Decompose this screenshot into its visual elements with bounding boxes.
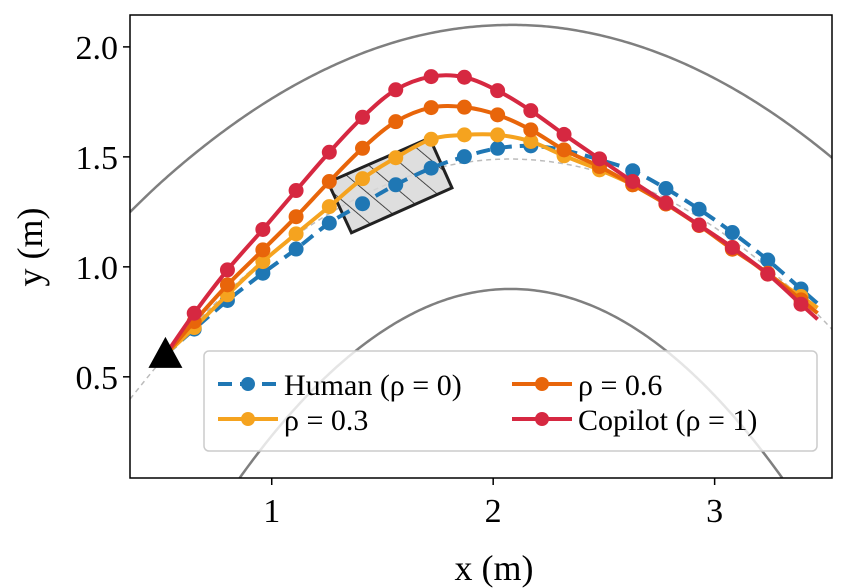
y-tick-label: 1.0 xyxy=(76,250,119,287)
data-point xyxy=(423,100,439,116)
data-point xyxy=(219,262,235,278)
data-point xyxy=(691,217,707,233)
data-point xyxy=(255,221,271,237)
data-point xyxy=(388,114,404,130)
data-point xyxy=(793,296,809,312)
legend-label: Copilot (ρ = 1) xyxy=(578,404,757,437)
data-point xyxy=(760,266,776,282)
data-point xyxy=(523,103,539,119)
data-point xyxy=(388,177,404,193)
legend-entry: Human (ρ = 0) xyxy=(218,369,462,402)
data-point xyxy=(724,239,740,255)
data-point xyxy=(456,149,472,165)
data-point xyxy=(591,151,607,167)
data-point xyxy=(355,196,371,212)
data-point xyxy=(321,174,337,190)
data-point xyxy=(523,122,539,138)
axis-ticks: 1 2 3 0.5 1.0 1.5 2.0 xyxy=(76,30,724,530)
x-axis-label: x (m) xyxy=(455,548,534,588)
data-point xyxy=(288,183,304,199)
data-point xyxy=(456,127,472,143)
data-point xyxy=(456,69,472,85)
data-point xyxy=(288,241,304,257)
data-point xyxy=(760,252,776,268)
data-point xyxy=(255,242,271,258)
legend-label: ρ = 0.3 xyxy=(284,404,368,437)
data-point xyxy=(423,160,439,176)
series-3 xyxy=(163,69,819,356)
data-point xyxy=(423,131,439,147)
data-point xyxy=(255,265,271,281)
series-line xyxy=(164,143,819,357)
legend-entry: Copilot (ρ = 1) xyxy=(512,404,757,437)
data-point xyxy=(321,215,337,231)
data-point xyxy=(658,195,674,211)
axes-frame xyxy=(129,14,833,479)
data-point xyxy=(186,305,202,321)
data-point xyxy=(556,142,572,158)
data-point xyxy=(625,174,641,190)
outer-boundary-curve xyxy=(130,23,832,213)
legend-marker xyxy=(241,377,255,391)
y-axis-label: y (m) xyxy=(10,208,50,287)
data-point xyxy=(321,144,337,160)
data-point xyxy=(255,254,271,270)
data-point xyxy=(523,133,539,149)
legend-marker xyxy=(241,412,255,426)
data-point xyxy=(456,99,472,115)
legend-box xyxy=(203,350,818,452)
data-point xyxy=(288,226,304,242)
legend-marker xyxy=(535,412,549,426)
data-point xyxy=(490,107,506,123)
data-point xyxy=(355,140,371,156)
data-point xyxy=(321,199,337,215)
x-tick-label: 2 xyxy=(485,493,502,530)
data-point xyxy=(388,82,404,98)
data-point xyxy=(490,140,506,156)
data-point xyxy=(490,127,506,143)
data-point xyxy=(658,181,674,197)
data-point xyxy=(556,126,572,142)
data-point xyxy=(625,163,641,179)
data-point xyxy=(423,69,439,85)
x-tick-label: 3 xyxy=(706,493,723,530)
data-point xyxy=(355,109,371,125)
legend-marker xyxy=(535,377,549,391)
start-triangle-marker xyxy=(148,336,183,368)
data-point xyxy=(724,225,740,241)
data-point xyxy=(388,150,404,166)
legend-label: ρ = 0.6 xyxy=(578,369,662,402)
y-tick-label: 0.5 xyxy=(76,360,119,397)
legend-label: Human (ρ = 0) xyxy=(284,369,462,402)
data-point xyxy=(490,83,506,99)
data-point xyxy=(355,171,371,187)
y-tick-label: 1.5 xyxy=(76,140,119,177)
y-tick-label: 2.0 xyxy=(76,30,119,67)
legend-entry: ρ = 0.6 xyxy=(512,369,662,402)
data-point xyxy=(219,277,235,293)
data-point xyxy=(288,209,304,225)
x-tick-label: 1 xyxy=(263,493,280,530)
legend-entry: ρ = 0.3 xyxy=(218,404,368,437)
plot-area xyxy=(130,23,832,478)
data-point xyxy=(691,201,707,217)
